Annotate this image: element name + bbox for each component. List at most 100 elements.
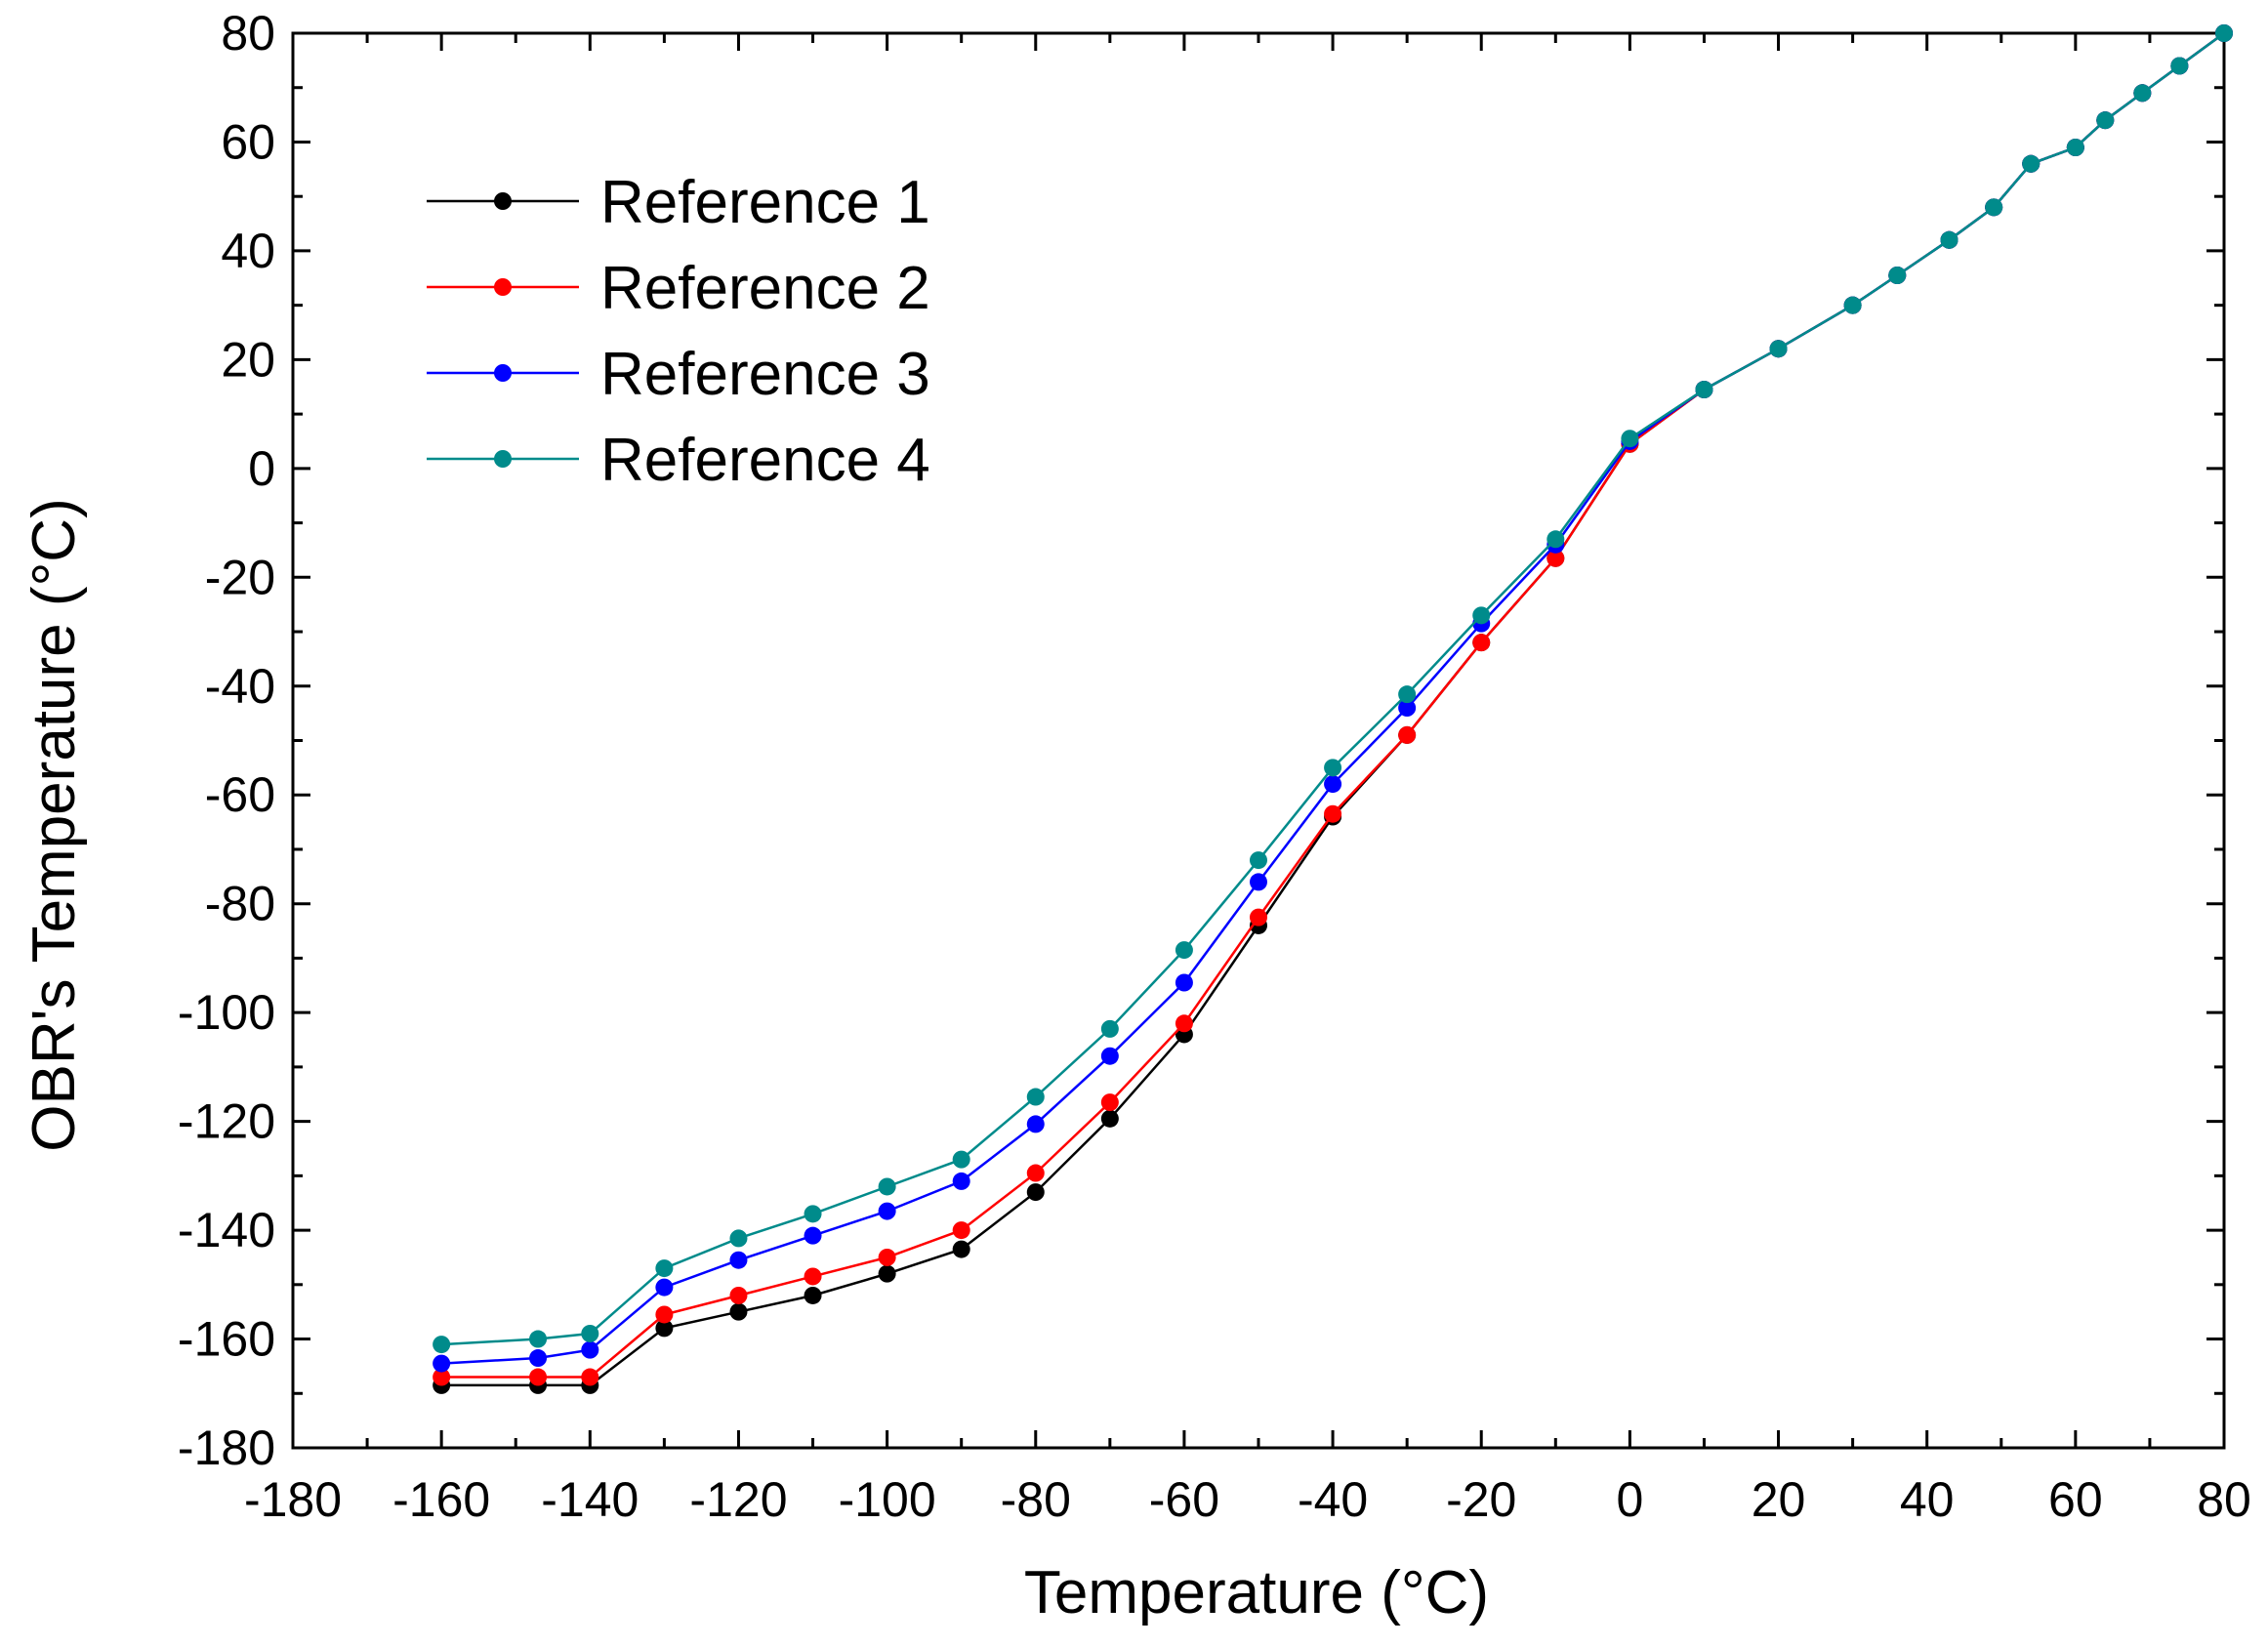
data-point [729,1286,748,1304]
data-point [804,1205,822,1223]
data-point [1250,851,1267,870]
y-tick-label: 60 [221,114,275,169]
x-tick-label: -140 [541,1472,639,1527]
data-point [1398,699,1417,718]
y-tick-label: -100 [178,985,275,1040]
legend-item-4: Reference 4 [427,427,930,494]
data-point [1175,973,1193,992]
legend-marker [494,364,512,382]
data-point [1026,1183,1045,1202]
y-tick-label: -180 [178,1421,275,1475]
data-point [529,1349,548,1368]
x-tick-label: 20 [1752,1472,1806,1527]
data-point [804,1267,822,1286]
legend-marker [494,192,512,210]
data-point [1100,1047,1119,1065]
y-tick-label: 20 [221,332,275,387]
data-point [804,1226,822,1245]
data-point [1985,198,2003,217]
data-point [1026,1115,1045,1133]
data-point [2066,139,2084,157]
data-point [655,1305,674,1324]
legend-label: Reference 4 [600,427,930,494]
x-tick-label: -60 [1149,1472,1219,1527]
legend-label: Reference 2 [600,255,930,322]
y-tick-label: -160 [178,1312,275,1367]
data-point [1546,530,1565,549]
data-point [1026,1088,1045,1106]
data-point [655,1278,674,1297]
data-point [1546,549,1565,567]
data-point [878,1177,896,1196]
data-point [2022,154,2041,173]
data-point [1888,267,1907,285]
y-tick-label: 80 [221,6,275,61]
data-point [2170,57,2189,75]
data-point [529,1368,548,1386]
data-point [1175,941,1193,960]
data-point [729,1229,748,1248]
plot-frame [291,31,2226,1450]
data-point [433,1354,451,1373]
data-point [433,1368,451,1386]
data-point [1324,804,1342,823]
x-tick-label: -120 [689,1472,787,1527]
data-point [1100,1019,1119,1038]
data-point [655,1259,674,1278]
data-point [1324,775,1342,794]
legend-item-2: Reference 2 [427,255,930,322]
data-point [1100,1109,1119,1128]
data-point [529,1330,548,1348]
data-point [1843,296,1862,314]
legend-label: Reference 1 [600,169,930,236]
x-tick-label: -160 [392,1472,490,1527]
data-point [2133,84,2152,103]
data-point [952,1221,970,1240]
y-tick-label: -80 [205,877,275,931]
x-tick-label: -80 [1001,1472,1071,1527]
y-tick-label: -120 [178,1094,275,1149]
x-tick-label: 40 [1900,1472,1955,1527]
data-point [581,1324,599,1342]
x-tick-label: -20 [1446,1472,1516,1527]
legend-item-1: Reference 1 [427,169,930,236]
y-axis-title: OBR's Temperature (°C) [21,498,88,1151]
data-point [952,1240,970,1258]
y-tick-label: 40 [221,224,275,278]
data-point [1250,873,1267,891]
data-point [878,1264,896,1283]
legend-marker [494,278,512,296]
data-point [581,1340,599,1359]
x-tick-label: 0 [1616,1472,1643,1527]
data-point [1769,340,1788,358]
data-point [1695,381,1713,399]
series-4 [433,24,2233,1354]
data-point [729,1302,748,1321]
data-point [1175,1014,1193,1033]
y-tick-label: -40 [205,659,275,714]
data-point [581,1368,599,1386]
data-point [1324,759,1342,777]
y-tick-label: -140 [178,1203,275,1257]
data-point [1940,230,1959,249]
data-point [878,1248,896,1266]
data-point [2215,24,2233,42]
y-tick-label: -20 [205,550,275,604]
x-tick-label: 60 [2048,1472,2103,1527]
data-point [878,1202,896,1220]
x-tick-label: -180 [244,1472,342,1527]
data-point [952,1172,970,1190]
x-axis-title: Temperature (°C) [1024,1559,1489,1626]
data-point [1026,1164,1045,1182]
data-point [804,1286,822,1304]
legend-item-3: Reference 3 [427,341,930,408]
y-tick-label: -60 [205,767,275,822]
data-point [729,1251,748,1269]
data-point [1100,1093,1119,1112]
data-point [952,1150,970,1169]
data-point [1621,430,1639,448]
data-point [1472,606,1491,625]
data-point [2096,111,2115,130]
x-tick-label: -100 [839,1472,936,1527]
